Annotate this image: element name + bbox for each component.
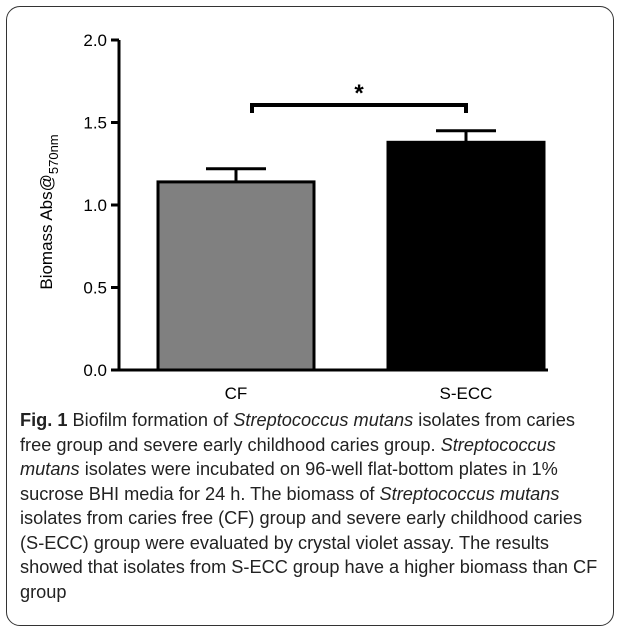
y-tick-label: 1.5 bbox=[83, 114, 107, 133]
y-tick-label: 0.0 bbox=[83, 361, 107, 380]
caption-species-2: Streptococcus mutans bbox=[20, 434, 556, 480]
caption-text-2: isolates from caries free group and seve… bbox=[20, 410, 575, 455]
bar-cf bbox=[156, 180, 316, 372]
y-axis-label-main: Biomass Abs@ bbox=[37, 174, 56, 290]
error-bars bbox=[206, 129, 496, 182]
x-tick-label: CF bbox=[225, 384, 248, 403]
y-tick-label: 2.0 bbox=[83, 31, 107, 50]
y-tick-label: 1.0 bbox=[83, 196, 107, 215]
caption-text-4: isolates from caries free (CF) group and… bbox=[20, 508, 598, 602]
figure-caption: Fig. 1 Biofilm formation of Streptococcu… bbox=[20, 408, 606, 604]
significance-bracket: * bbox=[250, 80, 468, 113]
x-tick-labels: CF S-ECC bbox=[225, 384, 493, 403]
significance-line bbox=[250, 103, 468, 113]
bars bbox=[156, 140, 546, 372]
y-axis-label: Biomass Abs@570nm bbox=[37, 134, 61, 289]
caption-text-3: isolates were incubated on 96-well flat-… bbox=[20, 459, 558, 504]
caption-species-3: Streptococcus mutans bbox=[379, 483, 560, 504]
x-tick-label: S-ECC bbox=[440, 384, 493, 403]
caption-species-1: Streptococcus mutans bbox=[233, 410, 414, 430]
bar-s-ecc bbox=[386, 140, 546, 372]
significance-star: * bbox=[354, 80, 364, 107]
bar-chart: 0.0 0.5 1.0 1.5 2.0 * CF S-ECC Biomass Abs@57… bbox=[37, 31, 548, 403]
figure-label: Fig. 1 bbox=[20, 410, 68, 430]
y-ticks: 0.0 0.5 1.0 1.5 2.0 bbox=[83, 31, 119, 380]
caption-text-1: Biofilm formation of bbox=[67, 410, 234, 430]
y-tick-label: 0.5 bbox=[83, 279, 107, 298]
y-axis-label-subscript: 570nm bbox=[46, 134, 61, 174]
